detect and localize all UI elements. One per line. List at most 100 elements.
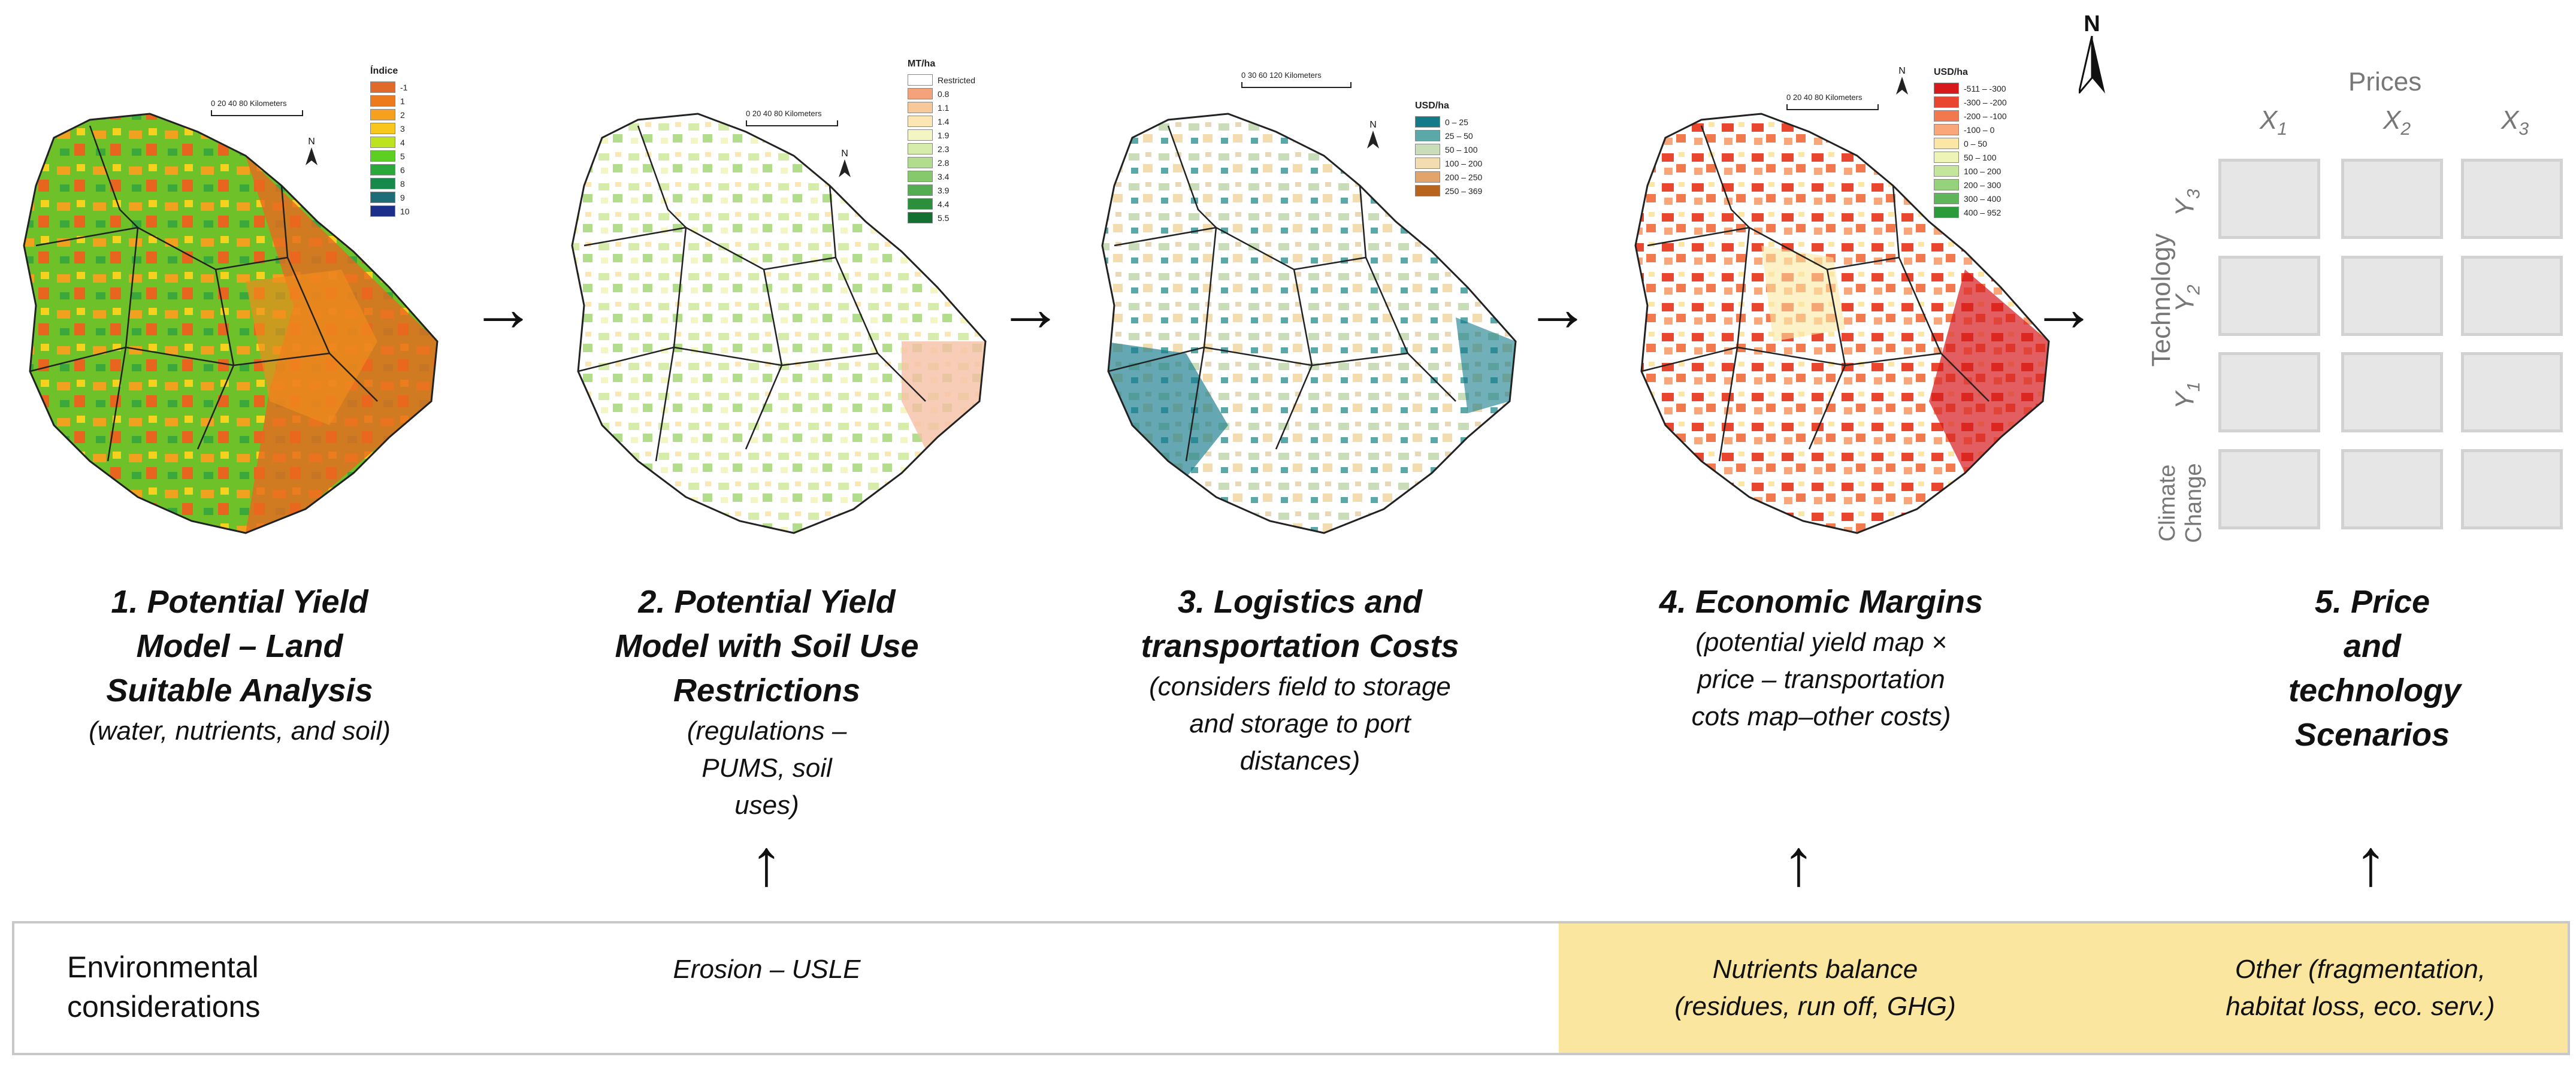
map4-legend-label: 0 – 50 (1964, 138, 1987, 149)
map4-legend-list: -511 – -300 -300 – -200 -200 – -100 -100 – … (1934, 81, 2007, 219)
scenario-cell-climate-x1 (2218, 449, 2320, 529)
map2-legend-swatch (908, 74, 933, 86)
map1-legend-title: Índice (370, 66, 398, 76)
map4-legend-label: 100 – 200 (1964, 166, 2001, 176)
climate-change-label: Climate Change (2155, 463, 2206, 543)
map3-legend-row: 200 – 250 (1415, 170, 1482, 184)
map2-legend-swatch (908, 157, 933, 168)
map1-legend-row: 9 (370, 190, 410, 204)
map3-scale-bar: 0 30 60 120 Kilometers (1241, 71, 1385, 88)
map2-legend-row: 4.4 (908, 197, 975, 211)
scenario-cell-y3-x1 (2218, 159, 2320, 239)
map4-legend-title: USD/ha (1934, 67, 1968, 77)
economic-margin-map (1634, 113, 2050, 534)
map1-legend-label: 1 (400, 96, 405, 106)
map1-legend-swatch (370, 109, 395, 120)
map2-legend-label: 2.3 (938, 144, 950, 154)
map3-legend-label: 25 – 50 (1445, 131, 1473, 141)
flow-arrow-4: → (2031, 271, 2097, 345)
map3-legend-label: 100 – 200 (1445, 158, 1483, 168)
map3-legend-title: USD/ha (1415, 101, 1449, 111)
scenario-cell-climate-x3 (2461, 449, 2563, 529)
map1-scale-label: 0 20 40 80 Kilometers (211, 99, 287, 108)
scenario-cell-y2-x1 (2218, 256, 2320, 336)
map2-legend-swatch (908, 212, 933, 223)
map4-legend-label: 50 – 100 (1964, 152, 1997, 162)
map1-legend-row: 8 (370, 177, 410, 190)
map4-north-arrow: N (1896, 66, 1908, 98)
scenario-cell-y1-x1 (2218, 352, 2320, 432)
tech-row-y1: Y1 (2170, 381, 2204, 410)
map4-legend-row: -300 – -200 (1934, 95, 2007, 109)
map3-scale-label: 0 30 60 120 Kilometers (1241, 71, 1322, 80)
map4-legend-label: -100 – 0 (1964, 125, 1995, 135)
map2-north-arrow: N (839, 149, 851, 180)
map2-legend-label: 2.8 (938, 158, 950, 168)
map2-legend-row: 2.3 (908, 142, 975, 156)
map1-legend: Índice -1 1 2 3 4 5 6 8 9 10 (370, 66, 410, 218)
map1-legend-swatch (370, 137, 395, 148)
map4-scale-bar: 0 20 40 80 Kilometers (1786, 93, 1906, 110)
map2-legend-label: 4.4 (938, 199, 950, 209)
map3-scale-line (1241, 82, 1352, 88)
erosion-text: Erosion – USLE (673, 955, 861, 984)
potential-yield-map (23, 113, 439, 534)
map4-legend-row: 0 – 50 (1934, 137, 2007, 150)
map2-legend-row: 3.9 (908, 183, 975, 197)
tech-row-y3: Y3 (2170, 189, 2204, 217)
map3-legend-row: 250 – 369 (1415, 184, 1482, 198)
map4-legend-swatch (1934, 207, 1959, 218)
price-col-x1: X1 (2260, 105, 2288, 139)
map3-legend-swatch (1415, 185, 1440, 196)
map3-legend-swatch (1415, 130, 1440, 141)
map4-legend-swatch (1934, 124, 1959, 135)
map4-legend-row: 200 – 300 (1934, 178, 2007, 192)
step3-caption: 3. Logistics and transportation Costs (c… (1108, 580, 1492, 780)
step5-title: 5. Price and technology Scenarios (2288, 584, 2462, 753)
map2-legend-row: 1.4 (908, 114, 975, 128)
map4-legend-label: -300 – -200 (1964, 97, 2007, 107)
map2-legend-title: MT/ha (908, 59, 936, 69)
north-arrow-icon (1367, 131, 1379, 149)
map4-legend-label: -200 – -100 (1964, 111, 2007, 121)
map1-legend-label: 6 (400, 165, 405, 175)
map4-legend-swatch (1934, 179, 1959, 190)
step4-title: 4. Economic Margins (1659, 584, 1984, 620)
map1-legend-row: -1 (370, 80, 410, 94)
map3-legend-row: 50 – 100 (1415, 143, 1482, 156)
main-north-arrow: N (2074, 12, 2110, 96)
tech-row-y2: Y2 (2170, 284, 2204, 313)
map4-legend-row: 300 – 400 (1934, 192, 2007, 205)
map3-legend-label: 0 – 25 (1445, 117, 1468, 127)
scenario-cell-y1-x3 (2461, 352, 2563, 432)
nutrients-text: Nutrients balance (residues, run off, GH… (1674, 955, 1956, 1021)
map4-legend-swatch (1934, 110, 1959, 122)
map1-legend-swatch (370, 192, 395, 203)
price-col-x3: X3 (2501, 105, 2529, 139)
map2-legend-row: 2.8 (908, 156, 975, 169)
environmental-label: Environmental considerations (67, 950, 261, 1023)
map1-legend-swatch (370, 205, 395, 217)
other-text: Other (fragmentation, habitat loss, eco.… (2226, 955, 2495, 1021)
map2-legend-label: Restricted (938, 75, 976, 85)
map1-legend-label: 5 (400, 151, 405, 161)
logistics-cost-map (1101, 113, 1517, 534)
map1-legend-row: 5 (370, 149, 410, 163)
map4-legend-swatch (1934, 96, 1959, 108)
north-arrow-icon (1896, 77, 1908, 95)
map2-legend-label: 0.8 (938, 89, 950, 99)
map2-legend-swatch (908, 102, 933, 113)
step3-title: 3. Logistics and transportation Costs (1141, 584, 1459, 664)
map2-legend: MT/ha Restricted 0.8 1.1 1.4 1.9 2.3 2.8 3.4 3.9… (908, 59, 975, 225)
step1-title: 1. Potential Yield Model – Land Suitable… (106, 584, 373, 708)
map2-legend-swatch (908, 171, 933, 182)
map2-legend-row: 1.9 (908, 128, 975, 142)
soil-restriction-map (571, 113, 987, 534)
map2-legend-swatch (908, 129, 933, 141)
map3-legend-swatch (1415, 144, 1440, 155)
map2-legend-swatch (908, 88, 933, 99)
up-arrow-erosion: ↑ (750, 826, 783, 900)
map3-legend-swatch (1415, 116, 1440, 128)
step2-caption: 2. Potential Yield Model with Soil Use R… (575, 580, 959, 824)
map2-legend-label: 5.5 (938, 213, 950, 223)
